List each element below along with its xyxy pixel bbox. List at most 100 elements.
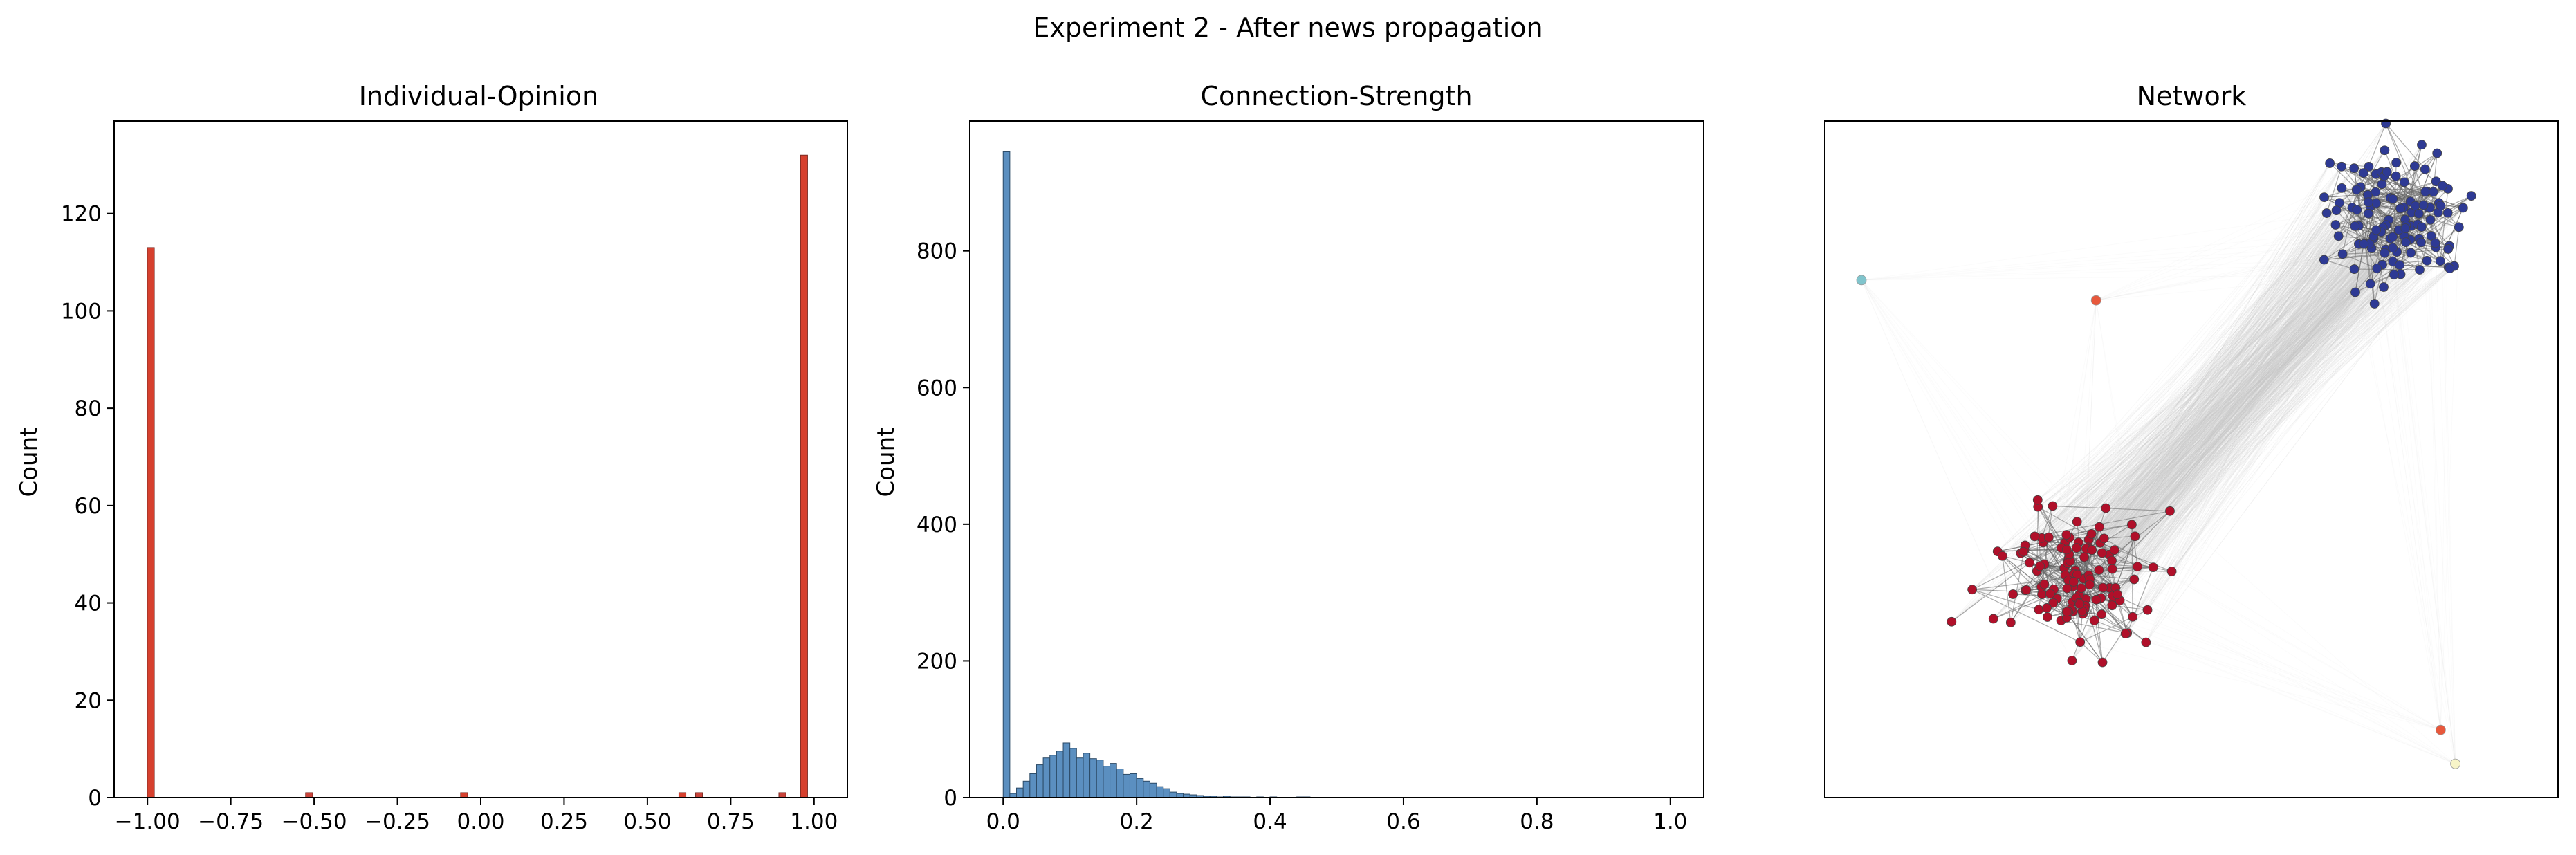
- network-isolated-edge: [1861, 279, 2012, 623]
- network-inter-edge: [2043, 292, 2356, 543]
- network-inter-edge: [2068, 226, 2422, 559]
- network-inter-edge: [2133, 260, 2427, 580]
- individual-opinion-ytick-label: 20: [75, 688, 102, 713]
- network-inter-edge: [2043, 303, 2375, 543]
- network-inter-edge: [2169, 176, 2397, 512]
- network-intra-edge: [2025, 589, 2069, 612]
- network-inter-edge: [2079, 202, 2340, 596]
- individual-opinion-ytick-label: 40: [75, 591, 102, 616]
- network-inter-edge: [2099, 194, 2368, 528]
- network-node: [2099, 533, 2109, 544]
- network-inter-edge: [2077, 194, 2368, 575]
- network-inter-edge: [2034, 303, 2375, 537]
- individual-opinion-ytick-label: 0: [88, 786, 102, 811]
- network-inter-edge: [2025, 219, 2389, 546]
- network-inter-edge: [2099, 199, 2393, 571]
- network-inter-edge: [2052, 212, 2412, 506]
- network-inter-edge: [2153, 190, 2357, 568]
- network-inter-edge: [2069, 192, 2376, 555]
- connection-strength-bar: [1076, 757, 1084, 798]
- network-inter-edge: [2029, 286, 2384, 563]
- network-inter-edge: [2034, 238, 2391, 537]
- network-node: [2098, 582, 2108, 593]
- individual-opinion-xtick-label: 1.00: [790, 809, 838, 834]
- network-node: [2333, 231, 2344, 241]
- network-node: [2372, 264, 2382, 273]
- network-inter-edge: [2089, 226, 2412, 580]
- network-inter-edge: [2020, 230, 2400, 554]
- network-inter-edge: [2036, 259, 2325, 571]
- network-inter-edge: [2108, 268, 2377, 555]
- network-inter-edge: [2085, 187, 2342, 600]
- network-inter-edge: [2081, 166, 2342, 589]
- network-node: [2148, 562, 2158, 573]
- network-isolated-node: [2435, 724, 2446, 735]
- connection-strength-panel: Connection-Strength Count 0.0 0.2 0.4 0.6 0.…: [872, 81, 1704, 834]
- network-intra-edge: [2079, 641, 2103, 663]
- network-node: [2364, 162, 2374, 172]
- network-inter-edge: [2070, 243, 2366, 562]
- network-inter-edge: [2112, 242, 2422, 569]
- network-inter-edge: [2088, 149, 2385, 548]
- network-inter-edge: [2068, 252, 2411, 559]
- network-inter-edge: [2072, 208, 2464, 661]
- network-node: [2413, 208, 2424, 219]
- network-inter-edge: [2044, 162, 2397, 564]
- network-inter-edge: [2037, 192, 2376, 501]
- network-inter-edge: [2073, 205, 2424, 582]
- network-inter-edge: [2025, 292, 2356, 546]
- network-inter-edge: [2052, 274, 2401, 506]
- network-inter-edge: [2068, 252, 2385, 612]
- network-inter-edge: [2115, 252, 2411, 589]
- network-inter-edge: [2023, 165, 2416, 553]
- network-inter-edge: [2100, 252, 2411, 598]
- network-inter-edge: [2039, 243, 2366, 567]
- network-intra-edge: [2341, 166, 2411, 253]
- network-inter-edge: [2088, 268, 2377, 576]
- network-inter-edge: [2108, 190, 2357, 555]
- network-inter-edge: [2091, 274, 2401, 535]
- network-inter-edge: [2073, 230, 2377, 582]
- network-node: [2107, 564, 2117, 574]
- network-node: [2416, 237, 2426, 248]
- network-inter-edge: [2090, 224, 2336, 549]
- network-node: [2091, 594, 2101, 605]
- network-inter-edge: [2002, 166, 2342, 557]
- network-inter-edge: [2133, 225, 2407, 580]
- individual-opinion-bar: [678, 792, 687, 798]
- network-inter-edge: [2070, 210, 2337, 609]
- network-inter-edge: [2102, 260, 2441, 588]
- network-inter-edge: [2099, 219, 2431, 571]
- network-intra-edge: [2440, 208, 2464, 261]
- network-inter-edge: [2041, 243, 2366, 539]
- network-inter-edge: [2076, 223, 2418, 549]
- network-inter-edge: [2090, 219, 2389, 549]
- network-inter-edge: [2029, 292, 2356, 563]
- network-inter-edge: [2088, 225, 2407, 548]
- network-inter-edge: [2064, 274, 2395, 543]
- network-isolated-edge: [2440, 205, 2456, 764]
- network-inter-edge: [2089, 191, 2426, 583]
- network-inter-edge: [2023, 269, 2420, 553]
- network-intra-edge: [2358, 225, 2401, 275]
- network-node: [2094, 565, 2104, 575]
- network-isolated-edge: [2104, 537, 2441, 730]
- network-inter-edge: [2106, 303, 2375, 508]
- network-isolated-edge: [2095, 174, 2376, 301]
- network-node: [2072, 517, 2082, 527]
- network-inter-edge: [2147, 196, 2325, 610]
- network-node: [2389, 270, 2399, 279]
- network-inter-edge: [2068, 261, 2393, 577]
- individual-opinion-title: Individual-Opinion: [359, 81, 598, 111]
- network-inter-edge: [2137, 192, 2376, 567]
- network-inter-edge: [2066, 242, 2422, 550]
- network-inter-edge: [2125, 226, 2355, 634]
- network-inter-edge: [2101, 213, 2420, 553]
- network-inter-edge: [2067, 163, 2330, 577]
- network-isolated-edge: [1861, 248, 2372, 281]
- network-inter-edge: [2036, 241, 2407, 571]
- network-inter-edge: [2068, 163, 2330, 581]
- network-inter-edge: [2020, 219, 2431, 554]
- network-inter-edge: [2072, 268, 2377, 587]
- network-inter-edge: [2067, 241, 2407, 564]
